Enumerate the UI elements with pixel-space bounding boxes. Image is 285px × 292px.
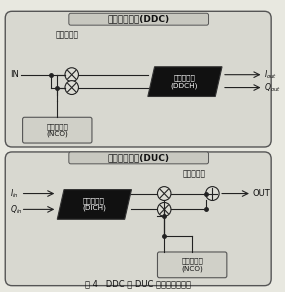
FancyBboxPatch shape	[69, 152, 209, 164]
Text: 数字下变频器(DDC): 数字下变频器(DDC)	[107, 15, 169, 24]
Circle shape	[206, 187, 219, 201]
Text: $I_{in}$: $I_{in}$	[10, 187, 19, 200]
Text: $Q_{in}$: $Q_{in}$	[10, 203, 23, 215]
Polygon shape	[148, 67, 222, 96]
Circle shape	[65, 81, 78, 95]
FancyBboxPatch shape	[5, 11, 271, 147]
FancyBboxPatch shape	[23, 117, 92, 143]
Text: 正交混频器: 正交混频器	[182, 169, 206, 178]
FancyBboxPatch shape	[69, 13, 209, 25]
Text: 数字上变频器(DUC): 数字上变频器(DUC)	[107, 153, 169, 162]
Circle shape	[65, 68, 78, 82]
Text: 正交混频器: 正交混频器	[55, 31, 78, 39]
FancyBboxPatch shape	[5, 152, 271, 286]
Polygon shape	[57, 190, 131, 219]
Text: 数控振荡器
(NCO): 数控振荡器 (NCO)	[181, 258, 203, 272]
Text: $Q_{out}$: $Q_{out}$	[264, 81, 281, 94]
FancyBboxPatch shape	[158, 252, 227, 278]
Text: 数控振荡器
(NCO): 数控振荡器 (NCO)	[46, 123, 68, 137]
Text: 数字抽取链
(DDCH): 数字抽取链 (DDCH)	[171, 74, 198, 89]
Text: IN: IN	[10, 70, 19, 79]
Circle shape	[158, 187, 171, 201]
Text: 图 4   DDC 和 DUC 的典型结构框图: 图 4 DDC 和 DUC 的典型结构框图	[85, 280, 191, 288]
Circle shape	[158, 202, 171, 216]
Text: 数字内插链
(DICH): 数字内插链 (DICH)	[82, 197, 106, 211]
Text: OUT: OUT	[253, 189, 270, 198]
Text: $I_{out}$: $I_{out}$	[264, 68, 278, 81]
